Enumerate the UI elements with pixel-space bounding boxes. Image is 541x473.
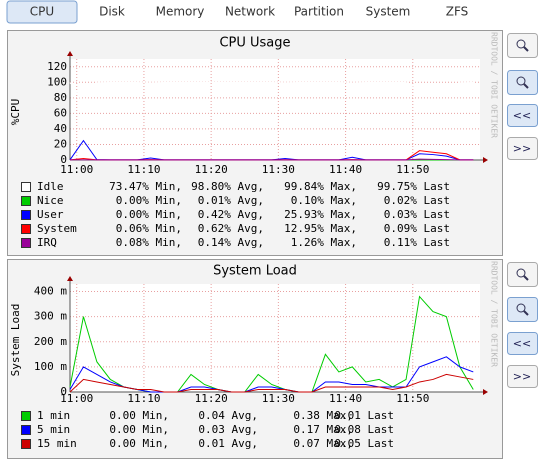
legend-name: 5 min <box>37 423 70 436</box>
legend-stat: 0.01% Avg, <box>198 194 264 207</box>
legend-name: User <box>37 208 64 221</box>
legend-swatch <box>22 440 31 449</box>
y-tick-label: 200 m <box>34 335 67 348</box>
legend-stat: 1.26% Max, <box>291 236 357 249</box>
zoom-in-button[interactable] <box>508 263 538 287</box>
legend-stat: 0.10% Max, <box>291 194 357 207</box>
y-tick-label: 120 <box>47 60 67 73</box>
x-tick-label: 11:30 <box>262 163 295 176</box>
legend-stat: 0.05 Last <box>334 437 394 450</box>
legend-stat: 0.01 Last <box>334 409 394 422</box>
legend-stat: 0.06% Min, <box>116 222 182 235</box>
legend-swatch <box>22 426 31 435</box>
x-tick-label: 11:00 <box>60 163 93 176</box>
legend-swatch <box>22 239 31 248</box>
x-tick-label: 11:50 <box>396 163 429 176</box>
x-tick-label: 11:20 <box>195 392 228 405</box>
x-tick-label: 11:40 <box>329 392 362 405</box>
chart-title: System Load <box>213 264 297 279</box>
legend-stat: 0.03% Last <box>384 208 450 221</box>
legend-name: System <box>37 222 77 235</box>
tab[interactable]: Partition <box>294 5 344 19</box>
y-tick-label: 40 <box>54 122 67 135</box>
watermark: RRDTOOL / TOBI OETIKER <box>490 261 499 367</box>
legend-stat: 25.93% Max, <box>284 208 357 221</box>
legend-swatch <box>22 197 31 206</box>
legend-swatch <box>22 183 31 192</box>
x-tick-label: 11:10 <box>127 163 160 176</box>
legend-stat: 0.08% Min, <box>116 236 182 249</box>
x-tick-label: 11:10 <box>127 392 160 405</box>
tab[interactable]: CPU <box>30 5 54 19</box>
y-tick-label: 80 <box>54 91 67 104</box>
x-tick-label: 11:20 <box>195 163 228 176</box>
legend-stat: 99.84% Max, <box>284 180 357 193</box>
y-axis-label: %CPU <box>9 99 22 126</box>
legend-stat: 0.00% Min, <box>116 208 182 221</box>
y-axis-label: System Load <box>9 304 22 377</box>
button-label: << <box>513 109 531 122</box>
y-tick-label: 100 <box>47 75 67 88</box>
x-tick-label: 11:00 <box>60 392 93 405</box>
legend-stat: 0.42% Avg, <box>198 208 264 221</box>
y-tick-label: 100 m <box>34 360 67 373</box>
x-tick-label: 11:50 <box>396 392 429 405</box>
legend-swatch <box>22 412 31 421</box>
watermark: RRDTOOL / TOBI OETIKER <box>490 32 499 138</box>
legend-swatch <box>22 211 31 220</box>
legend-stat: 0.02% Last <box>384 194 450 207</box>
y-tick-label: 300 m <box>34 310 67 323</box>
legend-stat: 0.11% Last <box>384 236 450 249</box>
legend-name: 15 min <box>37 437 77 450</box>
legend-stat: 0.62% Avg, <box>198 222 264 235</box>
tab[interactable]: Network <box>225 5 275 19</box>
legend-name: IRQ <box>37 236 57 249</box>
legend-swatch <box>22 225 31 234</box>
y-tick-label: 20 <box>54 137 67 150</box>
legend-stat: 0.14% Avg, <box>198 236 264 249</box>
legend-stat: 98.80% Avg, <box>191 180 264 193</box>
tab[interactable]: Memory <box>156 5 205 19</box>
legend-name: Nice <box>37 194 64 207</box>
zoom-out-button[interactable] <box>508 71 538 95</box>
zoom-out-button[interactable] <box>508 298 538 322</box>
legend-stat: 12.95% Max, <box>284 222 357 235</box>
legend-name: 1 min <box>37 409 70 422</box>
button-label: >> <box>513 370 531 383</box>
legend-stat: 0.01 Avg, <box>198 437 258 450</box>
legend-stat: 0.04 Avg, <box>198 409 258 422</box>
legend-stat: 0.00 Min, <box>109 423 169 436</box>
tab[interactable]: Disk <box>99 5 125 19</box>
legend-stat: 0.00% Min, <box>116 194 182 207</box>
y-tick-label: 60 <box>54 106 67 119</box>
legend-stat: 99.75% Last <box>377 180 450 193</box>
button-label: >> <box>513 142 531 155</box>
x-tick-label: 11:30 <box>262 392 295 405</box>
legend-stat: 0.03 Avg, <box>198 423 258 436</box>
legend-name: Idle <box>37 180 64 193</box>
legend-stat: 73.47% Min, <box>109 180 182 193</box>
tab[interactable]: System <box>366 5 411 19</box>
legend-stat: 0.00 Min, <box>109 437 169 450</box>
tab[interactable]: ZFS <box>446 5 469 19</box>
zoom-in-button[interactable] <box>508 34 538 58</box>
chart-title: CPU Usage <box>219 36 290 51</box>
legend-stat: 0.00 Min, <box>109 409 169 422</box>
legend-stat: 0.08 Last <box>334 423 394 436</box>
y-tick-label: 400 m <box>34 285 67 298</box>
legend-stat: 0.09% Last <box>384 222 450 235</box>
x-tick-label: 11:40 <box>329 163 362 176</box>
button-label: << <box>513 337 531 350</box>
